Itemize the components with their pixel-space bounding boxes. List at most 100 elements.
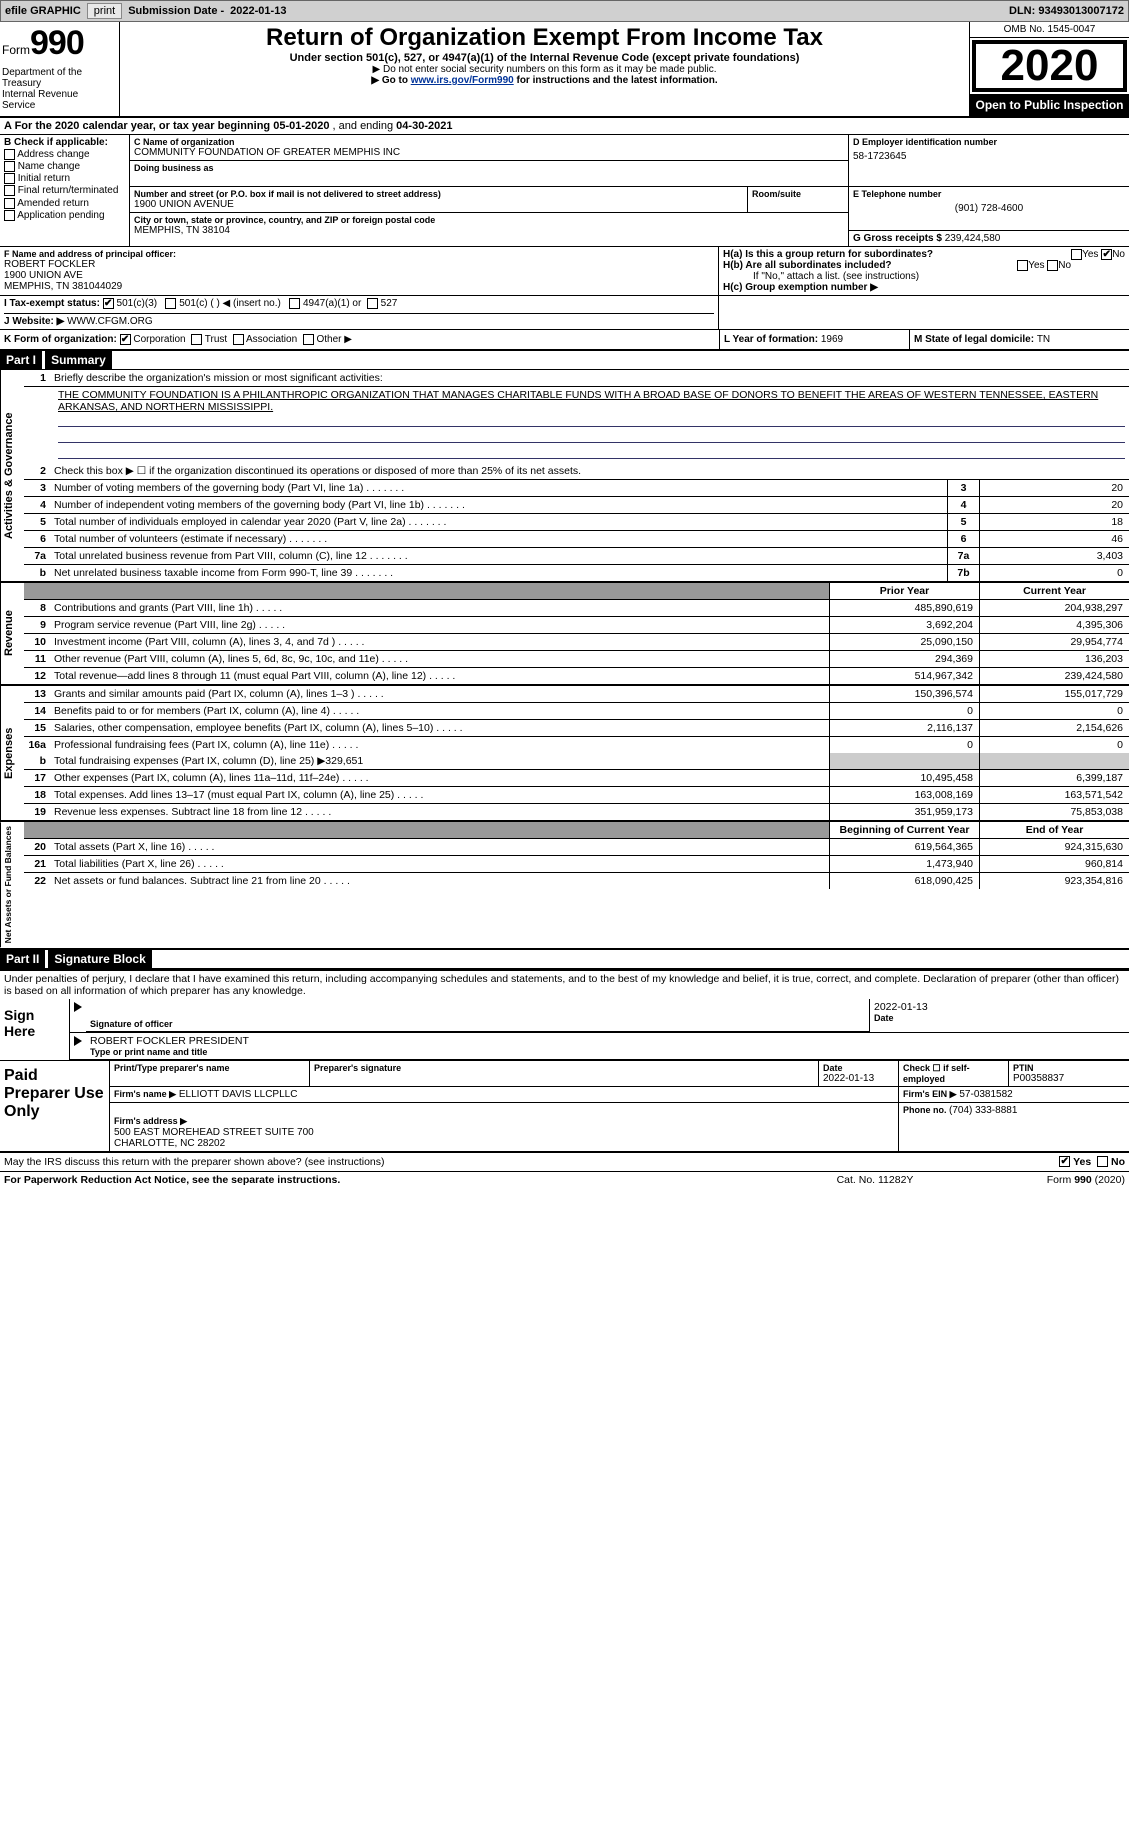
sig-date: 2022-01-13 (874, 1001, 1125, 1013)
sig-name: ROBERT FOCKLER PRESIDENT (90, 1035, 1125, 1047)
efile-topbar: efile GRAPHIC print Submission Date - 20… (0, 0, 1129, 22)
summary-line: 11Other revenue (Part VIII, column (A), … (24, 651, 1129, 668)
prep-name-label: Print/Type preparer's name (114, 1063, 305, 1073)
cb-527[interactable] (367, 298, 378, 309)
signature-declaration: Under penalties of perjury, I declare th… (0, 971, 1129, 999)
ha-yes[interactable] (1071, 249, 1082, 260)
form-header: Form990 Department of the Treasury Inter… (0, 22, 1129, 118)
ptin-label: PTIN (1013, 1063, 1125, 1073)
firm-ein: 57-0381582 (959, 1089, 1012, 1100)
firm-addr-label: Firm's address ▶ (114, 1116, 187, 1126)
city-label: City or town, state or province, country… (134, 215, 844, 225)
sig-officer-label: Signature of officer (90, 1019, 865, 1029)
current-year-hdr: Current Year (979, 583, 1129, 599)
gross-value: 239,424,580 (945, 233, 1001, 244)
cb-association[interactable] (233, 334, 244, 345)
signature-section: Under penalties of perjury, I declare th… (0, 969, 1129, 1060)
summary-line: 9Program service revenue (Part VIII, lin… (24, 617, 1129, 634)
tax-year-range: A For the 2020 calendar year, or tax yea… (0, 118, 1129, 135)
phone-label: E Telephone number (853, 189, 1125, 199)
cb-4947[interactable] (289, 298, 300, 309)
officer-name: ROBERT FOCKLER (4, 259, 714, 270)
hb-no[interactable] (1047, 260, 1058, 271)
i-tax-exempt: I Tax-exempt status: 501(c)(3) 501(c) ( … (4, 298, 714, 314)
column-b-checkboxes: B Check if applicable: Address change Na… (0, 135, 130, 246)
vtab-revenue: Revenue (0, 583, 24, 684)
paid-preparer-section: Paid Preparer Use Only Print/Type prepar… (0, 1060, 1129, 1153)
paid-preparer-label: Paid Preparer Use Only (0, 1061, 110, 1151)
irs-form990-link[interactable]: www.irs.gov/Form990 (411, 75, 514, 86)
summary-line: 22Net assets or fund balances. Subtract … (24, 873, 1129, 889)
summary-line: 14Benefits paid to or for members (Part … (24, 703, 1129, 720)
submission-date-label: Submission Date - (128, 5, 224, 17)
section-officer-group: F Name and address of principal officer:… (0, 247, 1129, 296)
cb-application-pending[interactable]: Application pending (4, 210, 125, 221)
summary-line: 4Number of independent voting members of… (24, 497, 1129, 514)
arrow-icon (74, 1002, 82, 1012)
vtab-expenses: Expenses (0, 686, 24, 820)
cb-amended-return[interactable]: Amended return (4, 198, 125, 209)
summary-expenses: Expenses 13Grants and similar amounts pa… (0, 686, 1129, 822)
ha-no[interactable] (1101, 249, 1112, 260)
efile-label: efile GRAPHIC (5, 5, 81, 17)
cb-final-return[interactable]: Final return/terminated (4, 185, 125, 196)
firm-phone: (704) 333-8881 (949, 1105, 1017, 1116)
firm-name: ELLIOTT DAVIS LLCPLLC (179, 1089, 298, 1100)
summary-line: 8Contributions and grants (Part VIII, li… (24, 600, 1129, 617)
cb-address-change[interactable]: Address change (4, 149, 125, 160)
street-value: 1900 UNION AVENUE (134, 199, 743, 210)
sig-name-label: Type or print name and title (90, 1047, 1125, 1057)
page-footer: For Paperwork Reduction Act Notice, see … (0, 1172, 1129, 1188)
submission-date: 2022-01-13 (230, 5, 286, 17)
end-year-hdr: End of Year (979, 822, 1129, 838)
room-label: Room/suite (752, 189, 844, 199)
cb-trust[interactable] (191, 334, 202, 345)
form-title: Return of Organization Exempt From Incom… (126, 24, 963, 52)
summary-line: 6Total number of volunteers (estimate if… (24, 531, 1129, 548)
cb-other[interactable] (303, 334, 314, 345)
summary-net-assets: Net Assets or Fund Balances Beginning of… (0, 822, 1129, 949)
prep-self-employed: Check ☐ if self-employed (903, 1063, 1004, 1084)
ptin-value: P00358837 (1013, 1073, 1125, 1084)
cb-corporation[interactable] (120, 334, 131, 345)
form-note-ssn: ▶ Do not enter social security numbers o… (126, 64, 963, 75)
column-d-ein-phone: D Employer identification number 58-1723… (849, 135, 1129, 246)
cb-501c[interactable] (165, 298, 176, 309)
section-tax-status: I Tax-exempt status: 501(c)(3) 501(c) ( … (0, 296, 1129, 330)
firm-name-label: Firm's name ▶ (114, 1089, 176, 1099)
mission-label: Briefly describe the organization's miss… (50, 370, 1129, 386)
arrow-icon (74, 1036, 82, 1046)
state-domicile: M State of legal domicile: TN (909, 330, 1129, 349)
form-note-url: ▶ Go to www.irs.gov/Form990 for instruct… (126, 75, 963, 86)
discuss-no[interactable] (1097, 1156, 1108, 1167)
prep-date: 2022-01-13 (823, 1073, 894, 1084)
part-2-header: Part II Signature Block (0, 950, 1129, 969)
footer-form: Form 990 (2020) (945, 1174, 1125, 1186)
print-button[interactable]: print (87, 3, 122, 19)
cb-initial-return[interactable]: Initial return (4, 173, 125, 184)
summary-line: bNet unrelated business taxable income f… (24, 565, 1129, 581)
cb-501c3[interactable] (103, 298, 114, 309)
discuss-yes[interactable] (1059, 1156, 1070, 1167)
summary-line: 5Total number of individuals employed in… (24, 514, 1129, 531)
vtab-governance: Activities & Governance (0, 370, 24, 581)
h-b-note: If "No," attach a list. (see instruction… (723, 271, 1125, 282)
section-identification: B Check if applicable: Address change Na… (0, 135, 1129, 247)
sig-date-label: Date (874, 1013, 1125, 1023)
cb-name-change[interactable]: Name change (4, 161, 125, 172)
summary-line: 20Total assets (Part X, line 16) . . . .… (24, 839, 1129, 856)
summary-line: 10Investment income (Part VIII, column (… (24, 634, 1129, 651)
vtab-net-assets: Net Assets or Fund Balances (0, 822, 24, 947)
section-formation: K Form of organization: Corporation Trus… (0, 330, 1129, 351)
firm-ein-label: Firm's EIN ▶ (903, 1089, 957, 1099)
hb-yes[interactable] (1017, 260, 1028, 271)
summary-line: 7aTotal unrelated business revenue from … (24, 548, 1129, 565)
summary-line: 13Grants and similar amounts paid (Part … (24, 686, 1129, 703)
summary-line: 3Number of voting members of the governi… (24, 480, 1129, 497)
dba-label: Doing business as (134, 163, 844, 173)
h-c-row: H(c) Group exemption number ▶ (723, 282, 1125, 293)
summary-line: 12Total revenue—add lines 8 through 11 (… (24, 668, 1129, 684)
form-subtitle: Under section 501(c), 527, or 4947(a)(1)… (126, 52, 963, 64)
dept-label: Department of the Treasury Internal Reve… (2, 63, 113, 111)
open-to-public-label: Open to Public Inspection (970, 94, 1129, 116)
